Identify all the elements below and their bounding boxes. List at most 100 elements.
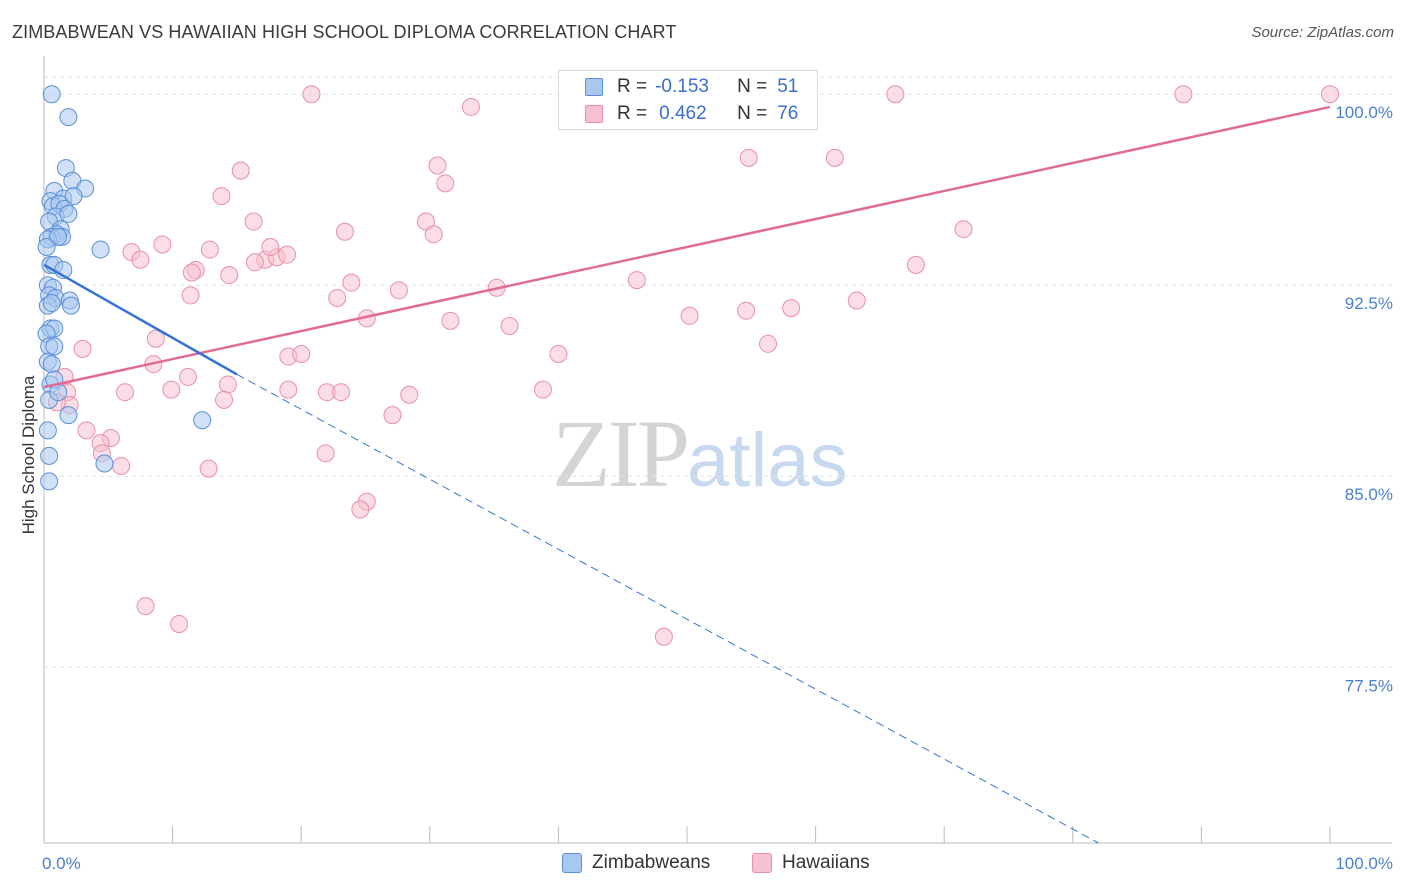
tick-labels: 77.5% 85.0% 92.5% 100.0% 0.0% 100.0% (42, 103, 1393, 873)
legend-r-value: 0.462 (659, 103, 707, 124)
zipatlas-watermark: ZIPatlas (552, 398, 848, 509)
y-tick-label: 85.0% (1345, 485, 1393, 504)
hawaiians-point (954, 220, 973, 239)
hawaiians-point (400, 385, 419, 404)
legend-r-value: -0.153 (655, 76, 709, 97)
hawaiians-point (680, 306, 699, 325)
zimbabweans-point (59, 204, 78, 223)
hawaiians-point (428, 156, 447, 175)
zimbabweans-point (91, 240, 110, 259)
hawaiians-point (212, 187, 231, 206)
hawaiians-point (116, 383, 135, 402)
hawaiians-point (112, 457, 131, 476)
hawaiians-point (146, 329, 165, 348)
hawaiians-point (759, 334, 778, 353)
hawaiians-point (73, 339, 92, 358)
hawaiians-point (292, 344, 311, 363)
hawaiians-point (220, 266, 239, 285)
legend-r-label: R = (617, 76, 648, 97)
x-tick-label: 100.0% (1335, 854, 1393, 873)
zimbabweans-point (49, 227, 68, 246)
hawaiians-point (424, 225, 443, 244)
bottom-legend-label: Hawaiians (782, 852, 870, 873)
hawaiians-point (351, 500, 370, 519)
zimbabweans-points (37, 85, 212, 491)
bottom-legend-hawaiians: Hawaiians (752, 852, 870, 874)
hawaiians-trend-line (43, 105, 1331, 389)
zimbabweans-point (45, 337, 64, 356)
hawaiians-point (906, 255, 925, 274)
zimbabweans-point (59, 406, 78, 425)
hawaiians-point (533, 380, 552, 399)
zimbabweans-point (62, 296, 81, 315)
hawaiians-point (153, 235, 172, 254)
zimbabweans-trend-line (43, 263, 238, 376)
hawaiians-point (737, 301, 756, 320)
zimbabweans-point (95, 454, 114, 473)
source-label: Source: ZipAtlas.com (1251, 24, 1394, 41)
hawaiians-point (316, 444, 335, 463)
zimbabweans-point (59, 108, 78, 127)
y-axis-label: High School Diploma (19, 375, 38, 534)
hawaiians-point (782, 299, 801, 318)
hawaiians-point (231, 161, 250, 180)
hawaiians-point (886, 85, 905, 104)
chart-title: ZIMBABWEAN VS HAWAIIAN HIGH SCHOOL DIPLO… (12, 22, 677, 42)
zimbabweans-point (42, 294, 61, 313)
legend-n-value: 51 (777, 76, 799, 97)
zimbabweans-point (42, 85, 61, 104)
hawaiians-point (261, 238, 280, 257)
zimbabweans-point (38, 421, 57, 440)
hawaiians-point (215, 390, 234, 409)
bottom-legend-swatch-blue (562, 853, 582, 873)
hawaiians-point (328, 288, 347, 307)
zimbabweans-point (37, 238, 56, 257)
hawaiians-point (182, 263, 201, 282)
hawaiians-point (278, 245, 297, 264)
bottom-legend-swatch-pink (752, 853, 772, 873)
hawaiians-point (279, 380, 298, 399)
hawaiians-point (825, 148, 844, 167)
bottom-legend-label: Zimbabweans (592, 852, 711, 873)
hawaiians-point (549, 344, 568, 363)
legend-n-value: 76 (777, 103, 799, 124)
hawaiians-point (1321, 85, 1339, 104)
zimbabweans-point (40, 472, 59, 491)
zimbabweans-point (64, 187, 83, 206)
hawaiians-point (136, 597, 155, 616)
hawaiians-point (179, 367, 198, 386)
y-tick-label: 100.0% (1335, 103, 1393, 122)
hawaiians-point (847, 291, 866, 310)
legend-row-hawaiians: R = 0.462 N = 76 (559, 100, 798, 128)
hawaiians-point (441, 311, 460, 330)
hawaiians-point (131, 250, 150, 269)
y-tick-label: 92.5% (1345, 294, 1393, 313)
hawaiians-point (302, 85, 321, 104)
legend-n-label: N = (737, 103, 768, 124)
legend-r-label: R = (617, 103, 648, 124)
hawaiians-point (218, 375, 237, 394)
hawaiians-point (335, 222, 354, 241)
hawaiians-point (654, 627, 673, 646)
legend-swatch-pink (585, 105, 603, 123)
hawaiians-point (245, 253, 264, 272)
hawaiians-point (332, 383, 351, 402)
hawaiians-point (244, 212, 263, 231)
hawaiians-point (627, 271, 646, 290)
legend-n-label: N = (737, 76, 768, 97)
trend-lines (43, 105, 1331, 844)
zimbabweans-point (40, 446, 59, 465)
zimbabweans-point (42, 355, 61, 374)
hawaiians-point (199, 459, 218, 478)
hawaiians-points (47, 85, 1339, 646)
hawaiians-point (461, 97, 480, 116)
hawaiians-point (162, 380, 181, 399)
hawaiians-point (389, 281, 408, 300)
watermark-atlas: atlas (687, 418, 848, 503)
hawaiians-point (170, 614, 189, 633)
hawaiians-point (342, 273, 361, 292)
legend-swatch-blue (585, 78, 603, 96)
hawaiians-point (739, 148, 758, 167)
hawaiians-point (77, 421, 96, 440)
